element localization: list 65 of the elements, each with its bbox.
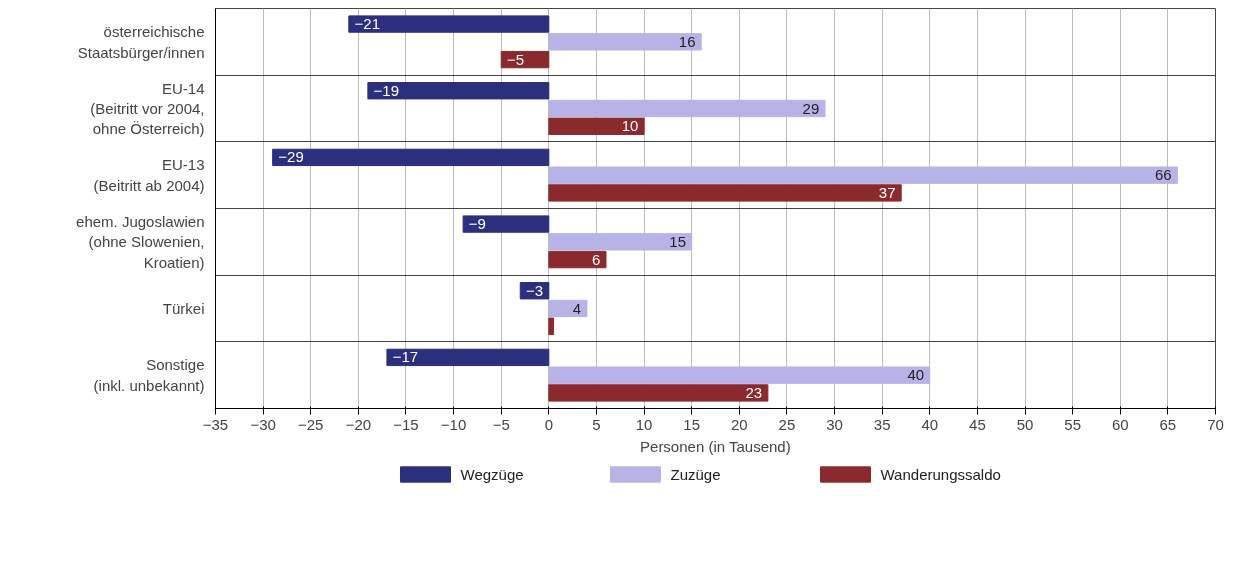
data-label: 6: [591, 250, 601, 268]
x-tick-label: 65: [1159, 415, 1177, 433]
bar: [367, 82, 550, 100]
data-label: −29: [278, 148, 304, 166]
y-tick-label: EU-14 (Beitritt vor 2004, ohne Österreich): [90, 79, 205, 138]
x-axis-title: Personen (in Tausend): [640, 437, 791, 455]
legend-label: Wegzüge: [460, 466, 524, 483]
bar: [272, 148, 550, 167]
bar: [548, 233, 693, 251]
x-tick-label: 50: [1016, 415, 1034, 433]
legend-label: Zuzüge: [670, 466, 721, 483]
x-tick-label: −30: [250, 415, 276, 433]
data-label: 66: [1155, 166, 1172, 184]
bar: [548, 317, 555, 335]
bar: [386, 348, 550, 367]
x-tick-label: −5: [492, 415, 510, 433]
data-label: 29: [802, 99, 820, 117]
x-tick-label: −35: [202, 415, 229, 433]
x-tick-label: 35: [873, 415, 891, 433]
y-tick-label: Sonstige (inkl. unbekannt): [93, 356, 205, 394]
data-label: −17: [392, 348, 419, 366]
bar: [548, 33, 702, 51]
bar: [348, 15, 550, 33]
x-tick-label: 25: [778, 415, 796, 433]
y-tick-label: EU-13 (Beitritt ab 2004): [93, 156, 205, 194]
x-tick-label: 10: [635, 415, 653, 433]
x-tick-label: 30: [826, 415, 843, 433]
x-tick-label: 60: [1111, 415, 1129, 433]
bar: [548, 184, 902, 202]
legend-label: Wanderungssaldo: [880, 466, 1001, 483]
bar: [548, 299, 588, 318]
y-tick-label: ehem. Jugoslawien (ohne Slowenien, Kroatien): [76, 212, 205, 271]
bar: [548, 366, 931, 384]
x-tick-label: 40: [921, 415, 939, 433]
x-tick-label: −10: [440, 415, 467, 433]
data-label: 23: [745, 383, 763, 401]
x-tick-label: −20: [345, 415, 372, 433]
bar: [548, 384, 769, 402]
x-tick-label: 0: [544, 415, 554, 433]
data-label: −21: [354, 15, 380, 33]
x-tick-label: 5: [592, 415, 601, 433]
data-label: −19: [373, 81, 400, 99]
bar: [548, 117, 645, 135]
data-label: 40: [907, 366, 925, 384]
x-tick-label: 45: [969, 415, 986, 433]
bar: [462, 215, 550, 233]
y-tick-label: Türkei: [162, 300, 205, 317]
data-label: 16: [678, 32, 696, 50]
x-tick-label: −25: [298, 415, 324, 433]
data-label: −9: [468, 215, 486, 233]
bar: [548, 250, 607, 269]
bar: [548, 99, 826, 118]
data-label: 37: [878, 183, 896, 201]
data-label: 4: [572, 299, 582, 317]
x-tick-label: −15: [393, 415, 419, 433]
y-tick-label: österreichische Staatsbürger/innen: [77, 23, 205, 61]
data-label: −5: [506, 50, 525, 68]
bar: [548, 166, 1178, 184]
data-label: −3: [525, 281, 544, 299]
data-label: 10: [621, 117, 639, 135]
x-tick-label: 20: [730, 415, 748, 433]
x-tick-label: 15: [683, 415, 701, 433]
x-tick-label: 55: [1064, 415, 1081, 433]
x-tick-label: 70: [1207, 415, 1224, 433]
data-label: 15: [669, 232, 686, 250]
